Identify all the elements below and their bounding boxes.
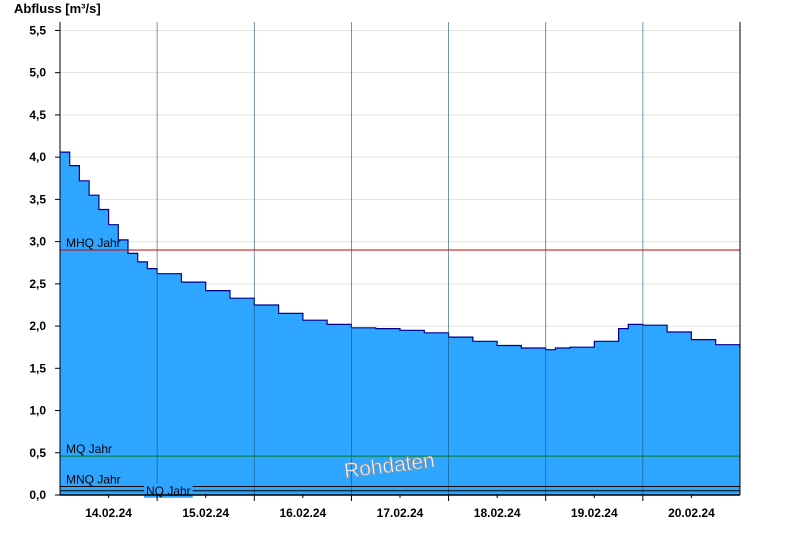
y-tick-label: 0,0 — [29, 488, 46, 502]
x-tick-label: 18.02.24 — [474, 506, 521, 520]
y-tick-label: 5,5 — [29, 23, 46, 37]
y-tick-label: 1,5 — [29, 361, 46, 375]
ref-label-mq: MQ Jahr — [66, 442, 112, 456]
y-tick-label: 4,5 — [29, 108, 46, 122]
x-tick-label: 19.02.24 — [571, 506, 618, 520]
y-tick-label: 2,5 — [29, 277, 46, 291]
x-tick-labels: 14.02.24 15.02.24 16.02.24 17.02.24 18.02.24… — [85, 495, 715, 520]
series-fill — [60, 152, 740, 495]
y-tick-label: 3,5 — [29, 192, 46, 206]
x-tick-label: 20.02.24 — [668, 506, 715, 520]
x-tick-label: 15.02.24 — [182, 506, 229, 520]
y-tick-label: 2,0 — [29, 319, 46, 333]
ref-label-mnq: MNQ Jahr — [66, 473, 121, 487]
series-area — [60, 151, 741, 495]
y-tick-label: 1,0 — [29, 404, 46, 418]
day-dividers — [156, 22, 644, 495]
ref-label-mhq: MHQ Jahr — [66, 236, 121, 250]
y-tick-label: 4,0 — [29, 150, 46, 164]
y-axis-label: Abfluss [m³/s] — [14, 1, 101, 16]
x-tick-label: 16.02.24 — [279, 506, 326, 520]
x-tick-label: 14.02.24 — [85, 506, 132, 520]
y-tick-labels: 0,0 0,5 1,0 1,5 2,0 2,5 3,0 3,5 4,0 4,5 5,0 5,5 — [29, 23, 60, 502]
y-tick-label: 5,0 — [29, 66, 46, 80]
y-tick-label: 3,0 — [29, 235, 46, 249]
x-tick-label: 17.02.24 — [377, 506, 424, 520]
y-tick-label: 0,5 — [29, 446, 46, 460]
